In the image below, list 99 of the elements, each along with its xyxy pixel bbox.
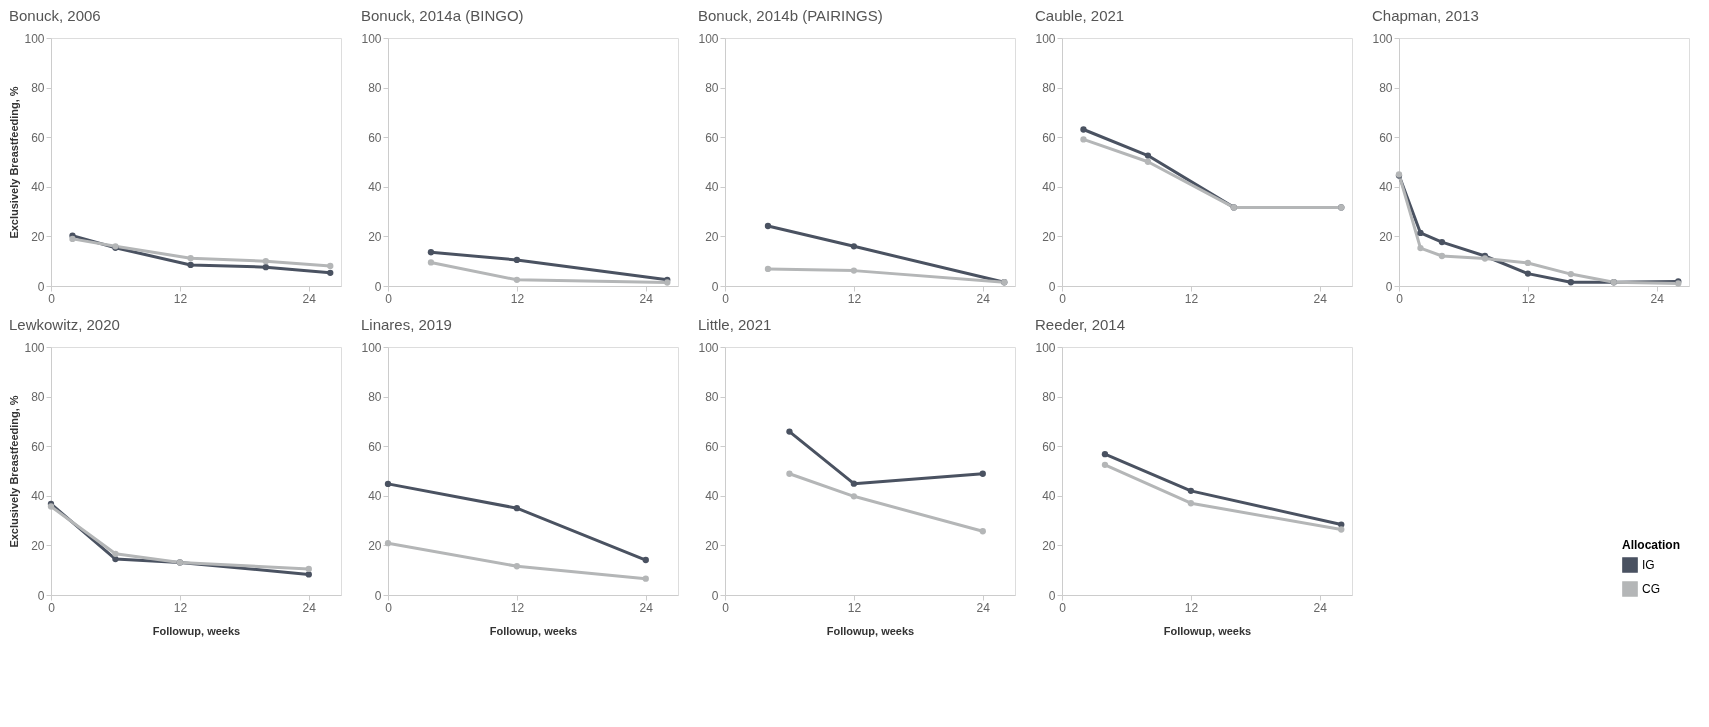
y-tick-label: 80 — [368, 390, 382, 405]
x-tick-label: 12 — [173, 291, 188, 306]
chart-title: Cauble, 2021 — [1034, 7, 1125, 24]
y-tick-label: 80 — [31, 81, 45, 96]
y-tick-label: 20 — [1379, 229, 1393, 244]
y-tick-label: 60 — [31, 130, 45, 145]
y-tick-label: 40 — [368, 489, 382, 504]
x-tick-label: 12 — [510, 291, 525, 306]
chart-title: Bonuck, 2006 — [8, 7, 101, 24]
y-tick-label: 80 — [1042, 390, 1056, 405]
y-tick-label: 80 — [1379, 81, 1393, 96]
y-tick-label: 60 — [368, 130, 382, 145]
y-tick-label: 100 — [24, 340, 45, 355]
legend-label: IG — [1642, 558, 1655, 572]
x-tick-label: 24 — [639, 600, 654, 615]
y-tick-label: 80 — [31, 390, 45, 405]
y-tick-label: 40 — [31, 180, 45, 195]
x-tick-label: 12 — [1184, 600, 1199, 615]
y-tick-label: 20 — [31, 229, 45, 244]
x-axis-title: Followup, weeks — [489, 624, 578, 637]
x-tick-label: 24 — [1313, 600, 1328, 615]
y-tick-label: 0 — [37, 279, 45, 294]
y-tick-label: 100 — [361, 340, 382, 355]
y-tick-label: 0 — [374, 279, 382, 294]
y-tick-label: 100 — [1035, 340, 1056, 355]
x-tick-label: 12 — [510, 600, 525, 615]
y-tick-label: 60 — [1042, 439, 1056, 454]
x-tick-label: 0 — [385, 291, 393, 306]
y-tick-label: 20 — [1042, 538, 1056, 553]
y-tick-label: 60 — [705, 439, 719, 454]
y-tick-label: 100 — [1035, 31, 1056, 46]
x-tick-label: 24 — [639, 291, 654, 306]
x-axis-title: Followup, weeks — [826, 624, 915, 637]
x-tick-label: 0 — [48, 600, 56, 615]
y-tick-label: 20 — [1042, 229, 1056, 244]
y-tick-label: 100 — [24, 31, 45, 46]
x-tick-label: 0 — [1396, 291, 1404, 306]
y-tick-label: 100 — [1372, 31, 1393, 46]
x-axis-title: Followup, weeks — [152, 624, 241, 637]
x-tick-label: 12 — [847, 291, 862, 306]
chart-title: Bonuck, 2014a (BINGO) — [360, 7, 524, 24]
y-tick-label: 20 — [705, 229, 719, 244]
legend-title: Allocation — [1622, 538, 1681, 552]
y-tick-label: 100 — [361, 31, 382, 46]
y-tick-label: 100 — [698, 31, 719, 46]
y-tick-label: 60 — [31, 439, 45, 454]
x-tick-label: 24 — [976, 291, 991, 306]
x-tick-label: 12 — [173, 600, 188, 615]
y-tick-label: 20 — [368, 538, 382, 553]
y-tick-label: 40 — [705, 180, 719, 195]
x-tick-label: 0 — [722, 600, 730, 615]
y-tick-label: 40 — [368, 180, 382, 195]
y-tick-label: 0 — [711, 279, 719, 294]
y-tick-label: 20 — [705, 538, 719, 553]
y-tick-label: 40 — [1042, 489, 1056, 504]
chart-title: Bonuck, 2014b (PAIRINGS) — [697, 7, 883, 24]
chart-title: Chapman, 2013 — [1371, 7, 1479, 24]
chart-title: Linares, 2019 — [360, 316, 452, 333]
y-tick-label: 80 — [368, 81, 382, 96]
y-tick-label: 60 — [1042, 130, 1056, 145]
chart-title: Reeder, 2014 — [1034, 316, 1126, 333]
x-tick-label: 12 — [1184, 291, 1199, 306]
y-tick-label: 20 — [368, 229, 382, 244]
y-tick-label: 20 — [31, 538, 45, 553]
x-tick-label: 12 — [1521, 291, 1536, 306]
x-axis-title: Followup, weeks — [1163, 624, 1252, 637]
y-tick-label: 0 — [374, 588, 382, 603]
x-tick-label: 0 — [1059, 291, 1067, 306]
y-axis-title: Exclusively Breastfeeding, % — [8, 86, 21, 239]
chart-title: Lewkowitz, 2020 — [8, 316, 120, 333]
y-axis-title: Exclusively Breastfeeding, % — [8, 395, 21, 548]
x-tick-label: 0 — [1059, 600, 1067, 615]
y-tick-label: 60 — [1379, 130, 1393, 145]
x-tick-label: 0 — [722, 291, 730, 306]
y-tick-label: 60 — [368, 439, 382, 454]
y-tick-label: 40 — [705, 489, 719, 504]
x-tick-label: 24 — [1650, 291, 1665, 306]
y-tick-label: 100 — [698, 340, 719, 355]
y-tick-label: 0 — [1048, 279, 1056, 294]
x-tick-label: 24 — [976, 600, 991, 615]
legend-label: CG — [1642, 582, 1660, 596]
y-tick-label: 80 — [705, 390, 719, 405]
x-tick-label: 0 — [385, 600, 393, 615]
x-tick-label: 24 — [302, 291, 317, 306]
x-tick-label: 12 — [847, 600, 862, 615]
y-tick-label: 40 — [1042, 180, 1056, 195]
x-tick-label: 24 — [302, 600, 317, 615]
y-tick-label: 80 — [705, 81, 719, 96]
y-tick-label: 40 — [31, 489, 45, 504]
chart-title: Little, 2021 — [697, 316, 772, 333]
y-tick-label: 60 — [705, 130, 719, 145]
x-tick-label: 24 — [1313, 291, 1328, 306]
y-tick-label: 0 — [1048, 588, 1056, 603]
y-tick-label: 0 — [711, 588, 719, 603]
y-tick-label: 0 — [1385, 279, 1393, 294]
y-tick-label: 40 — [1379, 180, 1393, 195]
x-tick-label: 0 — [48, 291, 56, 306]
y-tick-label: 0 — [37, 588, 45, 603]
y-tick-label: 80 — [1042, 81, 1056, 96]
